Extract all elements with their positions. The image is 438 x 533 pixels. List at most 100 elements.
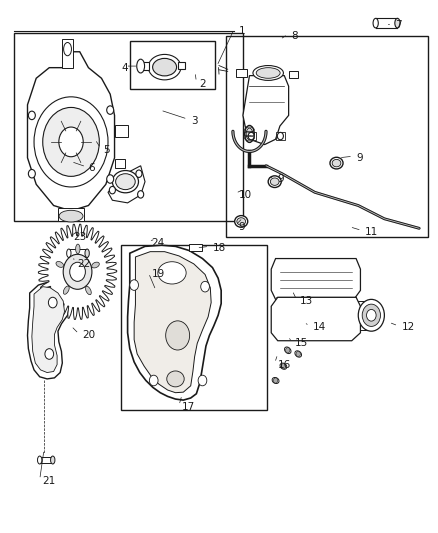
Bar [356,301,367,330]
Ellipse shape [158,262,186,284]
Ellipse shape [64,286,69,294]
Ellipse shape [330,157,343,169]
Text: 22: 22 [78,259,91,269]
Text: 2: 2 [199,78,206,88]
Ellipse shape [295,351,301,357]
Text: 19: 19 [152,270,165,279]
Circle shape [110,187,116,194]
Circle shape [59,127,83,157]
Text: 16: 16 [278,360,291,369]
Text: 20: 20 [82,330,95,341]
Ellipse shape [113,171,138,193]
Ellipse shape [285,347,291,353]
Bar [69,249,87,257]
Circle shape [277,132,283,140]
Polygon shape [134,252,211,393]
Polygon shape [28,282,70,379]
Circle shape [149,375,158,386]
Ellipse shape [245,125,254,142]
Text: 11: 11 [365,227,378,237]
Bar [58,208,84,221]
Text: 18: 18 [212,243,226,253]
Text: 21: 21 [43,477,56,486]
Bar [130,41,215,89]
Ellipse shape [280,363,287,369]
Bar [247,132,256,140]
Ellipse shape [64,43,71,56]
Bar [115,159,125,168]
Bar [115,125,127,136]
Text: 23: 23 [73,232,86,243]
Bar [188,244,201,251]
Bar [40,457,53,463]
Bar [276,132,285,140]
Circle shape [286,348,290,353]
Ellipse shape [270,178,279,185]
Ellipse shape [137,59,145,73]
Ellipse shape [246,128,253,140]
Text: 9: 9 [239,222,245,232]
Circle shape [248,132,254,140]
Polygon shape [39,224,117,319]
Polygon shape [28,52,115,211]
Ellipse shape [362,304,381,326]
Ellipse shape [92,262,99,268]
Ellipse shape [332,159,341,167]
Polygon shape [32,287,64,373]
Bar [178,62,185,69]
Ellipse shape [256,68,280,78]
Ellipse shape [395,18,400,28]
Text: 12: 12 [402,322,415,333]
Circle shape [201,281,209,292]
Bar [14,33,243,221]
Bar [226,36,428,237]
Text: 15: 15 [295,338,308,349]
Ellipse shape [38,456,42,464]
Ellipse shape [166,321,190,350]
Text: 5: 5 [104,145,110,155]
Ellipse shape [116,174,135,190]
Bar [289,71,298,78]
Text: 3: 3 [191,116,198,126]
Circle shape [136,170,142,177]
Ellipse shape [373,18,378,28]
Text: 4: 4 [121,63,128,72]
Circle shape [70,262,85,281]
Ellipse shape [50,456,55,464]
Ellipse shape [367,310,376,321]
Ellipse shape [148,54,181,80]
Polygon shape [152,259,162,268]
Text: 8: 8 [291,31,297,41]
Circle shape [273,378,278,383]
Circle shape [107,175,114,183]
Text: 17: 17 [182,402,195,412]
Ellipse shape [85,249,89,257]
Ellipse shape [235,216,248,227]
Circle shape [28,111,35,119]
Circle shape [43,108,99,176]
Ellipse shape [167,371,184,387]
Ellipse shape [272,377,279,384]
Circle shape [138,191,144,198]
Circle shape [28,169,35,178]
Circle shape [45,349,53,359]
Text: 13: 13 [300,296,313,306]
Text: 10: 10 [239,190,252,200]
Circle shape [34,97,108,187]
Polygon shape [108,166,145,203]
Ellipse shape [85,286,91,295]
Polygon shape [243,76,289,144]
Ellipse shape [253,66,283,80]
Text: 1: 1 [239,26,245,36]
Circle shape [281,364,286,369]
Circle shape [130,280,138,290]
Text: 6: 6 [88,164,95,173]
Ellipse shape [358,300,385,331]
Circle shape [198,375,207,386]
Ellipse shape [152,59,177,76]
Ellipse shape [237,217,246,225]
Polygon shape [271,297,360,341]
Polygon shape [127,245,221,400]
Bar [121,245,267,410]
Ellipse shape [59,211,83,222]
